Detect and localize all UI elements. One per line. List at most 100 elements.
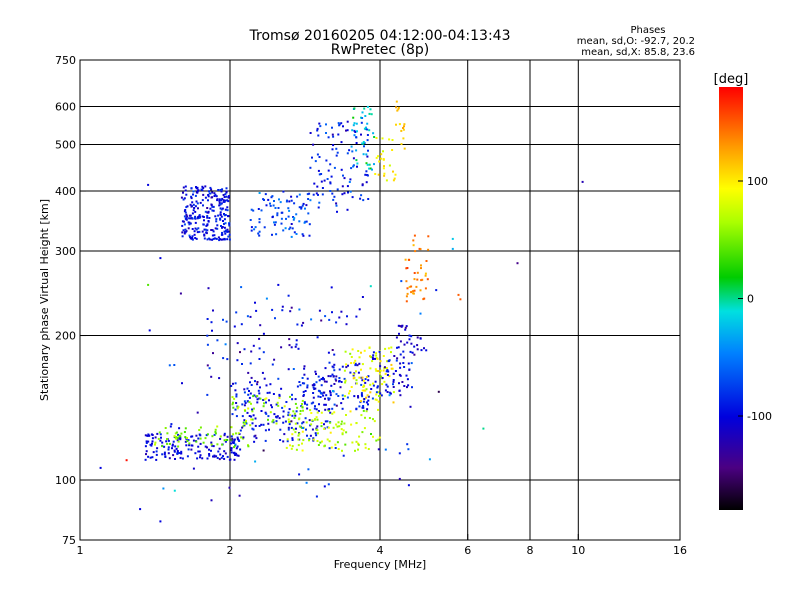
data-point [407, 362, 410, 365]
data-point [259, 324, 262, 327]
data-point [269, 204, 272, 207]
data-point [176, 439, 179, 442]
data-point [288, 423, 291, 426]
data-point [355, 159, 358, 162]
data-point [393, 355, 396, 357]
y-tick-label: 75 [62, 534, 76, 547]
data-point [343, 377, 346, 380]
data-point [287, 411, 290, 414]
data-point [328, 318, 331, 321]
data-point [335, 202, 338, 205]
data-point [364, 446, 367, 449]
data-point [332, 135, 335, 138]
data-point [303, 401, 306, 404]
data-point [203, 228, 206, 231]
data-point [343, 177, 346, 180]
data-point [287, 428, 290, 431]
data-point [390, 367, 393, 370]
data-point [297, 438, 300, 441]
data-point [262, 198, 265, 201]
data-point [243, 423, 246, 426]
data-point [382, 167, 385, 170]
data-point [349, 178, 352, 181]
data-point [221, 443, 224, 446]
data-point [254, 301, 256, 304]
data-point [355, 122, 358, 125]
data-point [355, 142, 358, 144]
data-point [376, 386, 379, 389]
data-point [408, 334, 411, 337]
data-point [218, 204, 221, 207]
data-point [366, 139, 369, 142]
data-point [215, 218, 218, 221]
data-point [202, 187, 205, 189]
data-point [204, 185, 207, 188]
data-point [212, 230, 215, 233]
data-point [356, 165, 358, 168]
x-tick-label: 10 [571, 544, 585, 557]
data-point [223, 222, 225, 225]
data-point [232, 401, 234, 404]
data-point [265, 204, 268, 207]
data-point [312, 392, 315, 394]
data-point [380, 153, 383, 156]
data-point [416, 336, 419, 339]
data-point [287, 207, 290, 210]
data-point [210, 204, 213, 207]
data-point [177, 440, 180, 443]
data-point [360, 400, 362, 403]
data-point [325, 394, 328, 397]
data-point [403, 343, 406, 346]
data-point [346, 185, 349, 188]
data-point [206, 216, 209, 219]
data-point [273, 200, 275, 202]
data-point [416, 271, 419, 274]
data-point [381, 383, 384, 386]
data-point [380, 375, 383, 378]
data-point [370, 388, 373, 390]
data-point [294, 398, 297, 401]
data-point [211, 205, 214, 208]
data-point [328, 440, 331, 443]
data-point [319, 441, 322, 444]
data-point [203, 219, 205, 222]
data-point [254, 460, 257, 463]
data-point [369, 367, 372, 370]
data-point [344, 381, 347, 384]
data-point [360, 392, 363, 395]
data-point [184, 189, 187, 192]
data-point [216, 425, 219, 428]
data-point [179, 438, 182, 441]
data-point [218, 199, 221, 202]
data-point [249, 362, 252, 365]
data-point [302, 439, 305, 442]
data-point [185, 444, 188, 447]
data-point [328, 397, 331, 400]
data-point [194, 227, 197, 230]
data-point [392, 383, 394, 386]
data-point [242, 425, 245, 428]
data-point [264, 439, 267, 442]
data-point [342, 454, 345, 457]
data-point [287, 418, 290, 421]
data-point [372, 418, 374, 421]
data-point [232, 406, 235, 409]
data-point [206, 318, 209, 320]
data-point [173, 489, 176, 492]
data-point [311, 156, 313, 159]
data-point [411, 351, 414, 354]
data-point [339, 386, 342, 389]
colorbar-label: [deg] [714, 72, 749, 87]
data-point [310, 423, 313, 426]
data-point [212, 352, 214, 355]
data-point [392, 379, 395, 381]
stats-line-x: mean, sd,X: 85.8, 23.6 [581, 47, 695, 58]
data-point [280, 346, 283, 349]
data-point [336, 441, 339, 444]
data-point [247, 444, 249, 447]
data-point [302, 393, 305, 396]
data-point [324, 420, 327, 423]
data-point [258, 347, 261, 350]
data-point [331, 192, 334, 195]
data-point [362, 406, 365, 409]
